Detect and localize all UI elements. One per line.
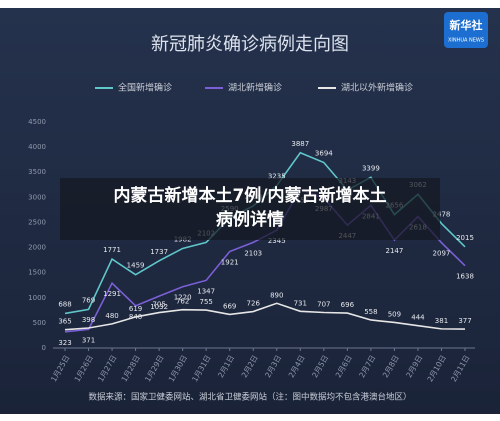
y-tick-label: 3500 [28,168,46,176]
data-label: 377 [458,317,471,325]
data-label: 398 [82,316,95,324]
data-label: 619 [129,305,142,313]
data-label: 480 [105,312,118,320]
y-tick-label: 0 [42,344,46,352]
data-label: 3399 [362,164,380,172]
data-label: 3887 [291,140,309,148]
data-label: 1291 [103,290,121,298]
data-label: 1737 [150,248,168,256]
overlay-line: 内蒙古新增本土7例/内蒙古新增本土 [113,186,387,206]
y-tick-label: 3000 [28,193,46,201]
data-label: 2103 [244,249,262,257]
data-label: 1220 [174,294,192,302]
chart-title: 新冠肺炎确诊病例走向图 [151,34,349,55]
data-label: 1032 [150,303,168,311]
y-tick-label: 2000 [28,244,46,252]
logo-box [444,12,488,48]
data-label: 731 [294,299,307,307]
data-label: 509 [388,310,401,318]
overlay-line: 病例详情 [216,210,284,230]
data-label: 696 [341,301,355,309]
data-label: 707 [317,300,330,308]
y-tick-label: 4000 [28,143,46,151]
data-label: 755 [199,298,212,306]
data-label: 365 [58,318,71,326]
data-label: 444 [411,314,425,322]
data-label: 2147 [385,247,403,255]
data-label: 558 [364,308,377,316]
y-tick-label: 500 [33,319,46,327]
data-label: 762 [176,298,189,306]
data-label: 1459 [127,262,145,270]
data-label: 1771 [103,246,121,254]
data-label: 688 [58,300,71,308]
data-label: 371 [82,336,95,344]
data-label: 3694 [315,149,333,157]
data-label: 2015 [456,234,474,242]
data-label: 3235 [268,173,286,181]
data-label: 323 [58,339,71,347]
data-label: 890 [270,291,283,299]
y-tick-label: 1500 [28,269,46,277]
data-label: 669 [223,302,236,310]
data-label: 1921 [221,259,239,267]
y-tick-label: 4500 [28,118,46,126]
legend-label: 湖北以外新增确诊 [341,82,413,94]
data-label: 2097 [433,250,451,258]
y-tick-label: 2500 [28,218,46,226]
logo-subtitle: XINHUA NEWS [448,38,484,44]
data-label: 1638 [456,273,474,281]
series-line [64,302,466,331]
data-label: 705 [152,301,165,309]
data-label: 2478 [433,211,451,219]
logo-name: 新华社 [450,18,483,32]
data-label: 726 [247,300,261,308]
news-overlay: 内蒙古新增本土7例/内蒙古新增本土 病例详情 [60,178,440,240]
data-label: 769 [82,296,95,304]
y-tick-label: 1000 [28,294,46,302]
source-note: 数据来源：国家卫健委网站、湖北省卫健委网站（注：图中数据均不包含港澳台地区） [88,392,411,403]
data-label: 2345 [268,237,286,245]
data-label: 381 [435,317,448,325]
legend-label: 湖北新增确诊 [228,82,282,94]
legend-label: 全国新增确诊 [118,82,172,94]
data-label: 1347 [197,287,215,295]
